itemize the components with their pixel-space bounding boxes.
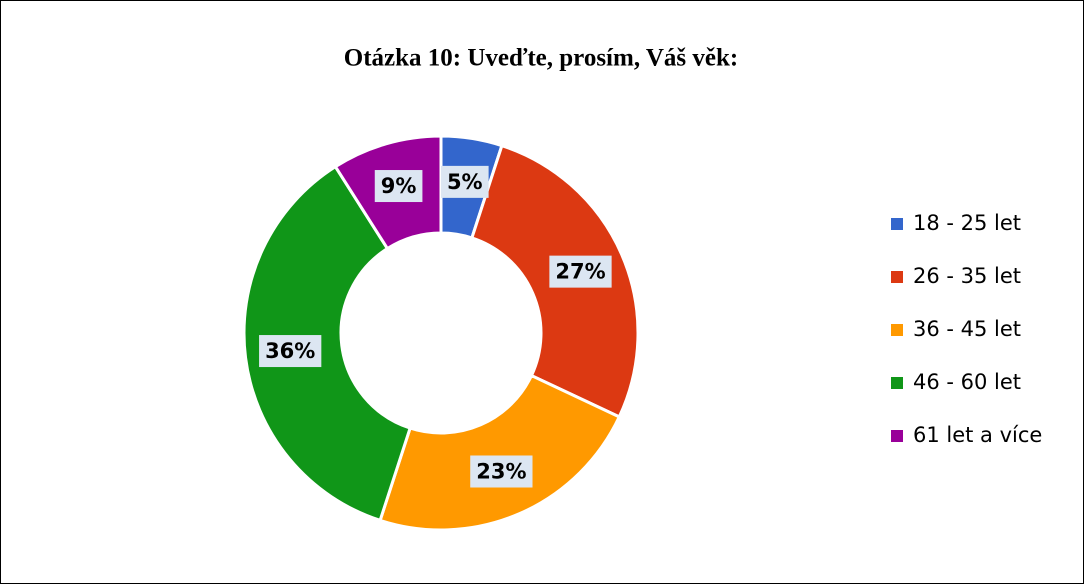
chart-title: Otázka 10: Uveďte, prosím, Váš věk: [344,45,738,72]
data-label-box [374,170,423,203]
data-label: 23% [476,459,526,483]
legend-swatch [891,377,903,389]
legend-label: 46 - 60 let [913,370,1021,394]
legend-swatch [891,271,903,283]
donut-slice [242,164,412,523]
data-label-box [549,255,612,288]
data-label-box [259,335,322,368]
donut-slice [378,373,622,532]
data-label: 9% [381,174,417,198]
legend-label: 26 - 35 let [913,264,1021,288]
legend-swatch [891,218,903,230]
legend-label: 36 - 45 let [913,317,1021,341]
data-label-box [440,165,489,198]
data-label: 27% [555,260,605,284]
data-label: 5% [447,170,483,194]
legend-label: 61 let a více [913,423,1042,447]
legend-label: 18 - 25 let [913,211,1021,235]
legend-swatch [891,430,903,442]
data-label: 36% [265,339,315,363]
legend-swatch [891,324,903,336]
data-label-box [470,455,533,488]
